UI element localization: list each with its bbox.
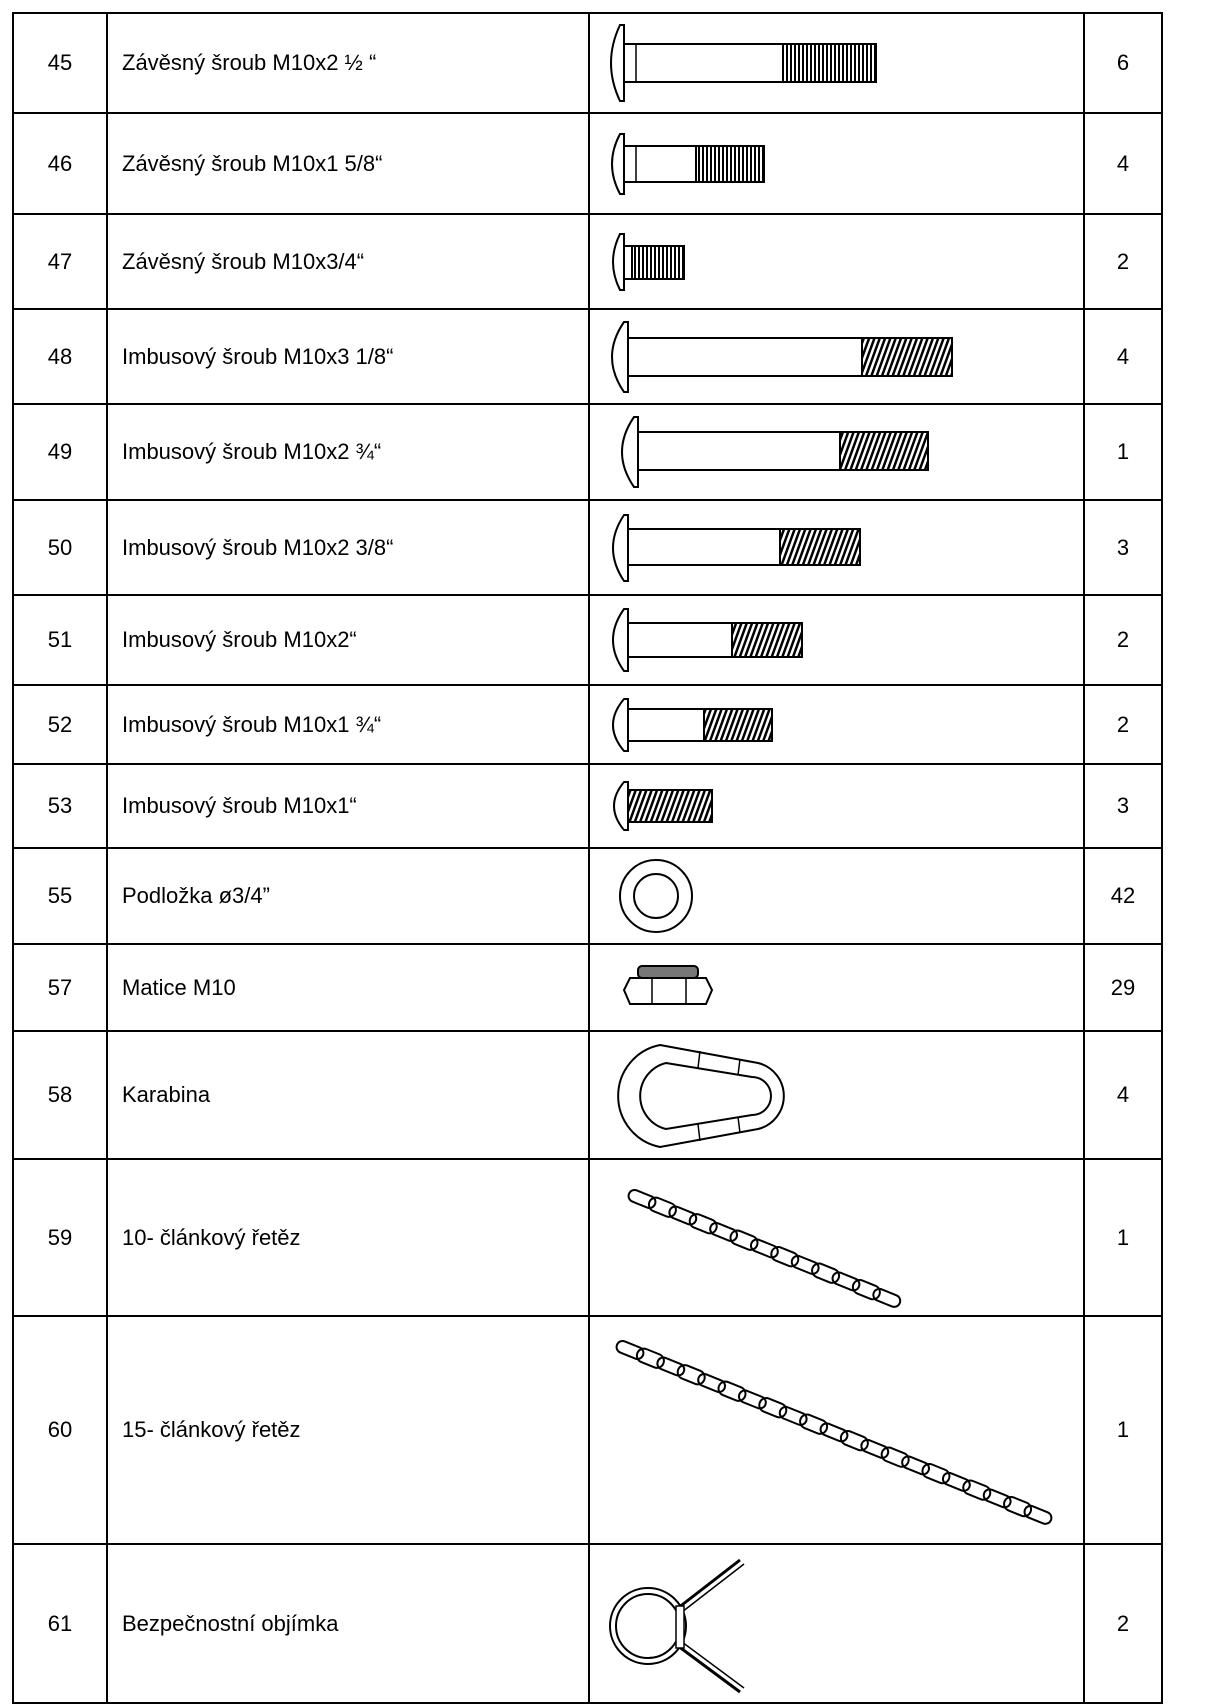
part-number: 60 [12,1315,106,1543]
spring-collar-icon [609,1558,745,1693]
part-qty: 4 [1083,308,1163,403]
part-number: 48 [12,308,106,403]
part-qty: 42 [1083,847,1163,943]
table-row: 45 Závěsný šroub M10x2 ½ “ 6 [12,12,1232,112]
part-name: Imbusový šroub M10x1 ¾“ [106,684,588,763]
part-number: 49 [12,403,106,499]
nut-icon [622,964,714,1005]
part-image [588,594,1083,684]
part-qty: 29 [1083,943,1163,1030]
part-image [588,308,1083,403]
part-image [588,1030,1083,1158]
part-image [588,1543,1083,1704]
part-name: Závěsný šroub M10x1 5/8“ [106,112,588,213]
table-row: 46 Závěsný šroub M10x1 5/8“ 4 [12,112,1232,213]
part-qty: 2 [1083,594,1163,684]
part-image [588,112,1083,213]
table-row: 55 Podložka ø3/4” 42 [12,847,1232,943]
part-number: 57 [12,943,106,1030]
part-number: 50 [12,499,106,594]
part-image [588,499,1083,594]
table-row: 50 Imbusový šroub M10x2 3/8“ 3 [12,499,1232,594]
part-qty: 4 [1083,112,1163,213]
part-name: Imbusový šroub M10x2 ¾“ [106,403,588,499]
part-name: Bezpečnostní objímka [106,1543,588,1704]
part-image [588,403,1083,499]
table-row: 47 Závěsný šroub M10x3/4“ 2 [12,213,1232,308]
part-name: Podložka ø3/4” [106,847,588,943]
part-number: 46 [12,112,106,213]
table-row: 51 Imbusový šroub M10x2“ 2 [12,594,1232,684]
part-qty: 3 [1083,499,1163,594]
part-number: 58 [12,1030,106,1158]
hex-socket-bolt-icon [612,608,803,672]
washer-icon [619,859,693,933]
part-image [588,847,1083,943]
hex-socket-bolt-icon [612,697,773,752]
part-name: Imbusový šroub M10x3 1/8“ [106,308,588,403]
hex-socket-bolt-icon [613,781,713,831]
part-image [588,943,1083,1030]
table-row: 48 Imbusový šroub M10x3 1/8“ 4 [12,308,1232,403]
table-row: 58 Karabina 4 [12,1030,1232,1158]
chain-icon [627,1188,902,1308]
part-number: 55 [12,847,106,943]
table-row: 53 Imbusový šroub M10x1“ 3 [12,763,1232,847]
part-number: 53 [12,763,106,847]
part-image [588,1315,1083,1543]
table-row: 61 Bezpečnostní objímka 2 [12,1543,1232,1704]
table-row: 49 Imbusový šroub M10x2 ¾“ 1 [12,403,1232,499]
part-name: Karabina [106,1030,588,1158]
hex-socket-bolt-icon [611,320,953,393]
part-number: 45 [12,12,106,112]
table-row: 59 10- článkový řetěz [12,1158,1232,1315]
part-image [588,213,1083,308]
part-qty: 1 [1083,1315,1163,1543]
part-qty: 1 [1083,1158,1163,1315]
part-qty: 2 [1083,684,1163,763]
part-name: Závěsný šroub M10x3/4“ [106,213,588,308]
part-name: Imbusový šroub M10x2“ [106,594,588,684]
part-name: Závěsný šroub M10x2 ½ “ [106,12,588,112]
part-image [588,1158,1083,1315]
carriage-bolt-icon [610,24,877,102]
part-image [588,12,1083,112]
part-image [588,763,1083,847]
part-name: Imbusový šroub M10x1“ [106,763,588,847]
part-image [588,684,1083,763]
hex-socket-bolt-icon [621,416,929,488]
part-qty: 2 [1083,213,1163,308]
table-row: 52 Imbusový šroub M10x1 ¾“ 2 [12,684,1232,763]
part-qty: 2 [1083,1543,1163,1704]
table-row: 60 15- článkový řetěz [12,1315,1232,1543]
part-name: 10- článkový řetěz [106,1158,588,1315]
part-qty: 4 [1083,1030,1163,1158]
part-name: Matice M10 [106,943,588,1030]
part-number: 52 [12,684,106,763]
chain-icon [615,1340,1053,1525]
parts-table: 45 Závěsný šroub M10x2 ½ “ 6 46 Závěsný … [12,12,1232,1704]
part-qty: 3 [1083,763,1163,847]
part-name: 15- článkový řetěz [106,1315,588,1543]
table-row: 57 Matice M10 29 [12,943,1232,1030]
carabiner-icon [617,1043,785,1149]
hex-socket-bolt-icon [612,513,861,582]
part-qty: 6 [1083,12,1163,112]
part-qty: 1 [1083,403,1163,499]
carriage-bolt-icon [612,232,685,291]
part-number: 51 [12,594,106,684]
part-number: 59 [12,1158,106,1315]
carriage-bolt-icon [611,132,765,195]
part-number: 47 [12,213,106,308]
part-name: Imbusový šroub M10x2 3/8“ [106,499,588,594]
part-number: 61 [12,1543,106,1704]
